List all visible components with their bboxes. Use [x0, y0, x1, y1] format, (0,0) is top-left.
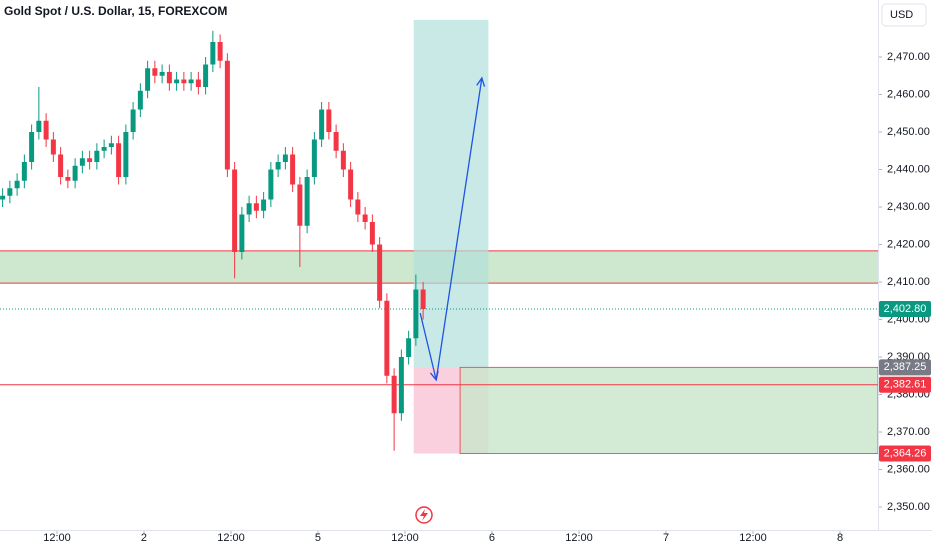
arrow-head [476, 76, 486, 87]
candle-body [145, 68, 151, 91]
candle-body [217, 42, 223, 61]
candle-body [210, 42, 216, 65]
candle-body [355, 199, 361, 215]
x-tick-label: 12:00 [739, 532, 767, 544]
chart-title: Gold Spot / U.S. Dollar, 15, FOREXCOM [4, 4, 227, 18]
candle-body [108, 143, 114, 148]
candle-body [166, 72, 172, 84]
candle-body [181, 79, 187, 84]
last-price-label: 2,402.80 [884, 303, 927, 315]
candle-body [391, 375, 397, 414]
y-tick-label: 2,350.00 [887, 501, 930, 513]
candle-body [224, 60, 230, 170]
candle-body [50, 139, 56, 155]
x-tick-label: 8 [837, 532, 843, 544]
candle-body [123, 132, 129, 178]
candle-body [116, 143, 122, 178]
candle-body [304, 177, 310, 226]
candle-body [43, 120, 49, 140]
last-price-box [879, 301, 931, 318]
candle-body [87, 158, 93, 163]
stop-price-label: 2,364.26 [884, 447, 927, 459]
y-tick-label: 2,370.00 [887, 426, 930, 438]
level-price-box [879, 376, 931, 393]
currency-label[interactable]: USD [890, 9, 913, 21]
candle-body [253, 203, 259, 211]
candle-body [384, 300, 390, 376]
arrow-head [429, 370, 439, 382]
x-tick-label: 12:00 [217, 532, 245, 544]
x-tick-label: 6 [489, 532, 495, 544]
y-tick-label: 2,460.00 [887, 88, 930, 100]
target-area [413, 19, 489, 368]
candle-body [377, 244, 383, 301]
candle-body [319, 109, 325, 140]
x-tick-label: 12:00 [43, 532, 71, 544]
candle-body [79, 158, 85, 166]
candle-body [406, 338, 412, 358]
candle-body [36, 120, 42, 133]
candle-body [65, 177, 71, 181]
level-price-label: 2,382.61 [884, 379, 927, 391]
candle-body [369, 222, 375, 245]
candle-body [159, 72, 165, 76]
candle-body [232, 169, 238, 253]
x-tick-label: 12:00 [565, 532, 593, 544]
y-tick-label: 2,420.00 [887, 238, 930, 250]
x-tick-label: 7 [663, 532, 669, 544]
currency-button[interactable] [881, 3, 927, 27]
candle-body [420, 289, 426, 310]
candle-body [195, 79, 201, 88]
candle-body [413, 289, 419, 339]
x-tick-label: 2 [141, 532, 147, 544]
candle-body [21, 162, 27, 181]
candle-body [275, 162, 281, 170]
candle-body [246, 203, 252, 215]
candle-body [326, 109, 332, 133]
entry-price-label: 2,387.25 [884, 361, 927, 373]
candle-body [333, 132, 339, 151]
candle-body [7, 188, 13, 196]
candle-body [130, 109, 136, 133]
candle-body [282, 154, 288, 163]
y-tick-label: 2,470.00 [887, 51, 930, 63]
candle-body [311, 139, 317, 178]
y-tick-label: 2,440.00 [887, 163, 930, 175]
candle-body [174, 79, 180, 84]
candle-body [58, 154, 64, 178]
y-tick-label: 2,430.00 [887, 201, 930, 213]
candle-body [348, 169, 354, 200]
entry-price-box [879, 359, 931, 376]
y-tick-label: 2,360.00 [887, 463, 930, 475]
stop-price-box [879, 445, 931, 462]
logo [415, 506, 433, 524]
candle-body [0, 195, 6, 200]
candle-body [14, 180, 20, 189]
target-box [459, 366, 879, 454]
candle-body [203, 64, 209, 88]
y-tick-label: 2,410.00 [887, 276, 930, 288]
candle-body [94, 150, 100, 163]
candle-body [137, 90, 143, 110]
candle-body [101, 147, 107, 151]
candle-body [188, 79, 194, 84]
y-tick-label: 2,450.00 [887, 126, 930, 138]
candle-body [268, 169, 274, 200]
candle-body [72, 165, 78, 181]
candle-body [152, 68, 158, 76]
candle-body [29, 132, 35, 163]
candle-body [297, 184, 303, 226]
candle-body [340, 150, 346, 170]
candle-body [261, 199, 267, 211]
x-tick-label: 12:00 [391, 532, 419, 544]
x-tick-label: 5 [315, 532, 321, 544]
candle-body [239, 214, 245, 253]
candle-body [362, 214, 368, 223]
candle-body [290, 154, 296, 185]
candle-body [398, 357, 404, 414]
